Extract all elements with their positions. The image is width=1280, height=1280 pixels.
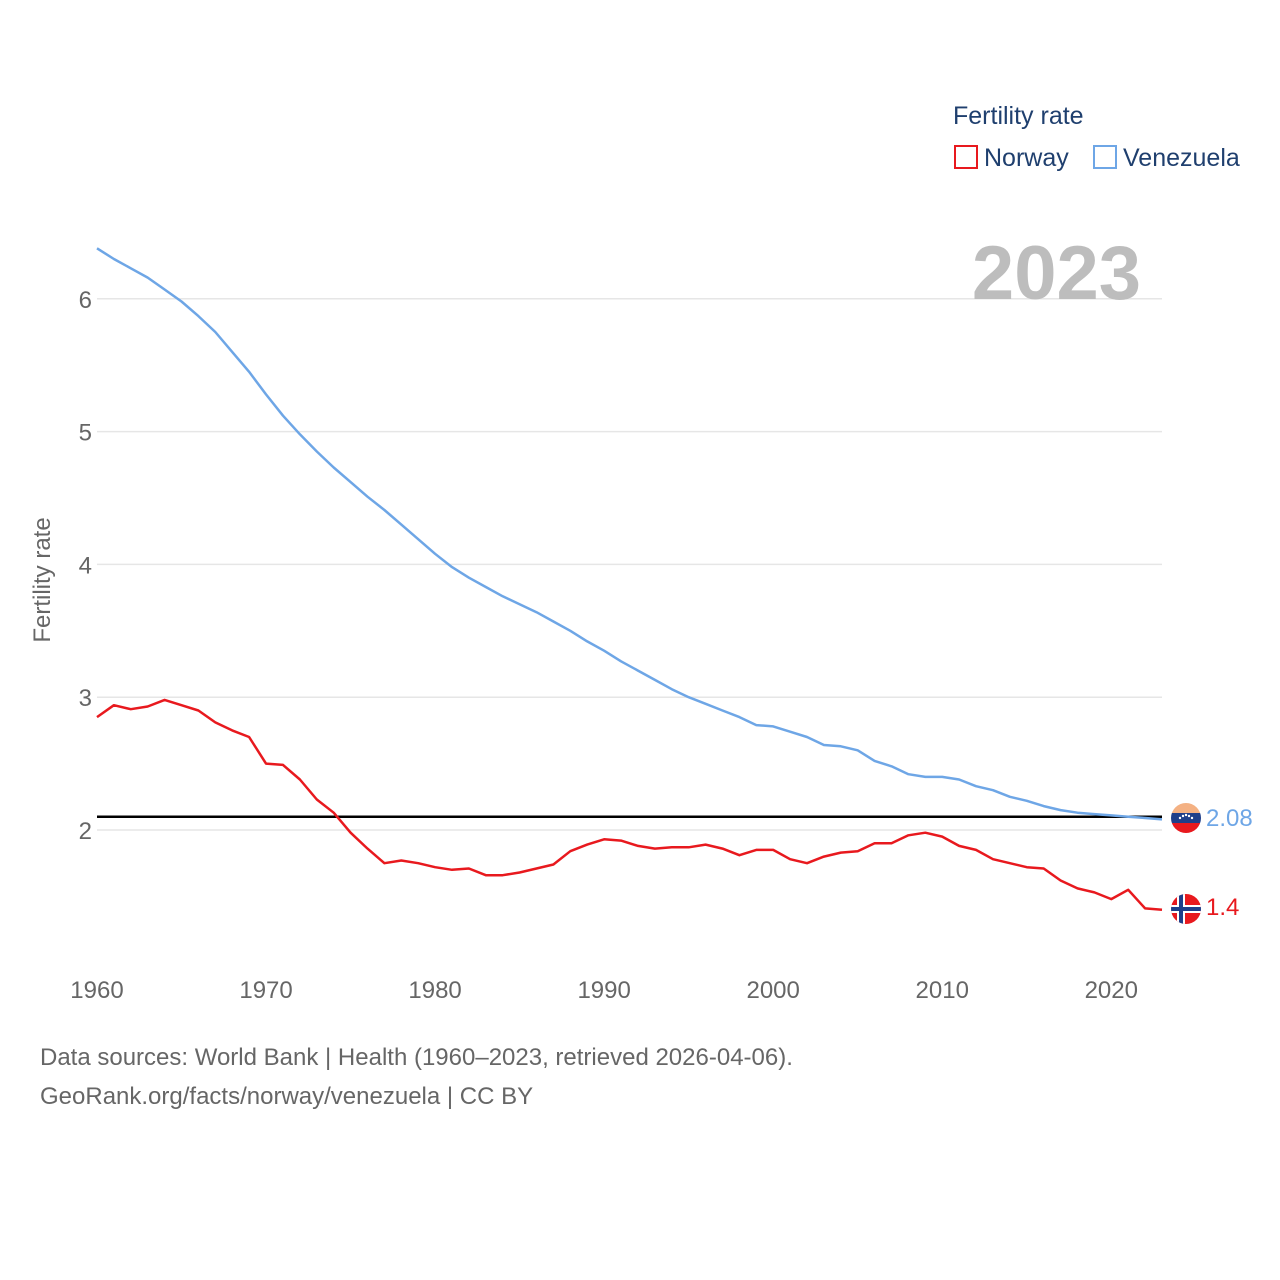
legend-swatch-venezuela — [1093, 145, 1117, 169]
x-tick-label: 1990 — [577, 977, 630, 1004]
legend: Fertility rate Norway Venezuela — [953, 102, 1240, 172]
norway-series-line — [96, 698, 1163, 911]
venezuela-flag-icon — [1171, 803, 1201, 833]
footer-attribution[interactable]: GeoRank.org/facts/norway/venezuela | CC … — [40, 1083, 534, 1110]
y-axis-ticks: 2 3 4 5 6 — [79, 287, 92, 845]
legend-title: Fertility rate — [953, 102, 1084, 130]
x-tick-label: 1980 — [408, 977, 461, 1004]
x-tick-label: 2000 — [746, 977, 799, 1004]
y-tick-label: 2 — [79, 818, 92, 845]
x-tick-label: 2010 — [916, 977, 969, 1004]
legend-label-norway: Norway — [984, 144, 1069, 172]
x-tick-label: 2020 — [1085, 977, 1138, 1004]
footer-sources: Data sources: World Bank | Health (1960–… — [40, 1044, 793, 1071]
legend-swatch-norway — [954, 145, 978, 169]
x-tick-label: 1960 — [70, 977, 123, 1004]
y-tick-label: 5 — [79, 420, 92, 447]
x-axis-ticks: 1960 1970 1980 1990 2000 2010 2020 — [70, 977, 1138, 1004]
legend-label-venezuela: Venezuela — [1123, 144, 1240, 172]
x-tick-label: 1970 — [239, 977, 292, 1004]
current-year-label: 2023 — [972, 231, 1141, 316]
venezuela-series-line — [96, 247, 1163, 821]
grid-lines — [97, 298, 1162, 831]
norway-end-value: 1.4 — [1206, 894, 1239, 921]
venezuela-end-value: 2.08 — [1206, 805, 1253, 832]
norway-flag-icon — [1171, 894, 1201, 924]
y-axis-title: Fertility rate — [29, 517, 56, 642]
y-tick-label: 6 — [79, 287, 92, 314]
fertility-chart: 2 3 4 5 6 1960 1970 1980 1990 2000 2010 2020 Ferti… — [29, 102, 1253, 1004]
y-tick-label: 3 — [79, 685, 92, 712]
y-tick-label: 4 — [79, 552, 92, 579]
